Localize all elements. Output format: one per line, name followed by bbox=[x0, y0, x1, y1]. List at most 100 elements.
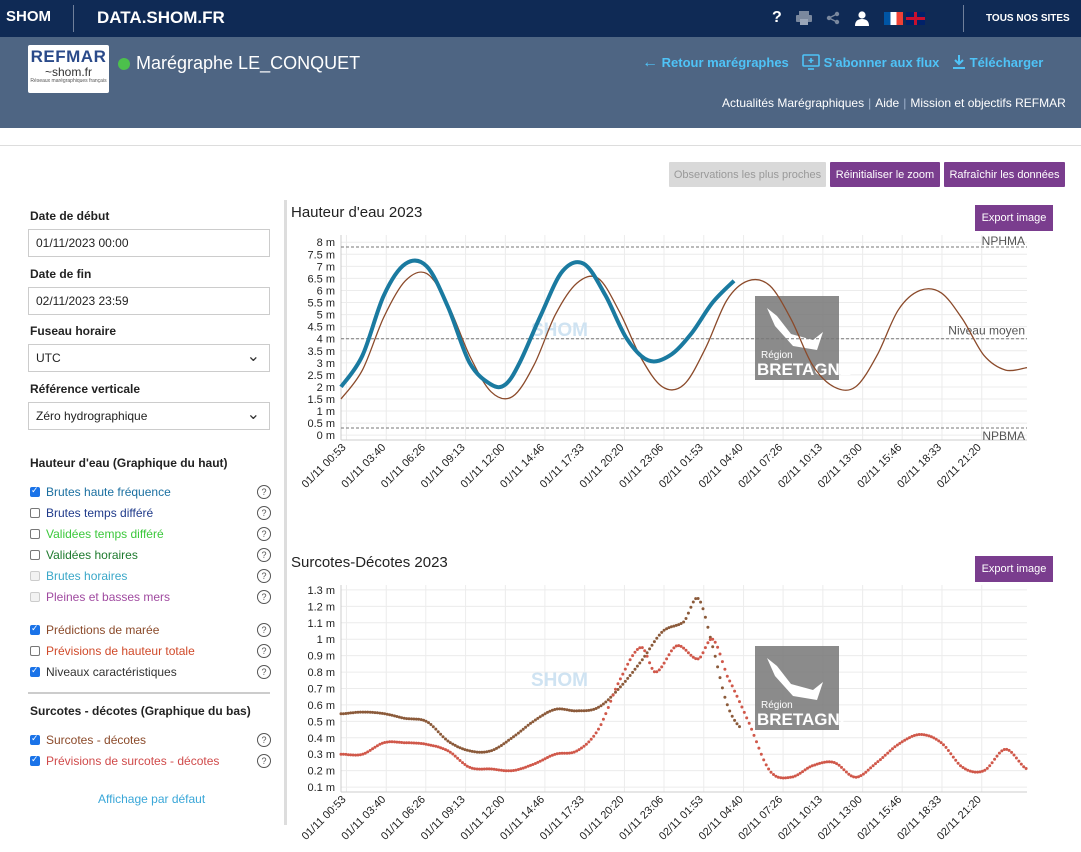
data-point bbox=[618, 677, 622, 681]
data-point bbox=[912, 734, 916, 737]
y-tick-label: 7.5 m bbox=[307, 249, 335, 261]
water-height-chart[interactable]: 0 m0.5 m1 m1.5 m2 m2.5 m3 m3.5 m4 m4.5 m… bbox=[286, 230, 1036, 520]
help-icon[interactable]: ? bbox=[257, 485, 271, 499]
data-point bbox=[776, 775, 780, 779]
data-point bbox=[735, 694, 739, 698]
checkbox[interactable] bbox=[30, 623, 40, 635]
checkbox-row[interactable]: Prédictions de marée bbox=[30, 623, 270, 637]
data-point bbox=[446, 749, 450, 753]
print-icon[interactable] bbox=[795, 11, 812, 25]
data-point bbox=[730, 684, 734, 688]
refresh-data-button[interactable]: Rafraîchir les données bbox=[944, 162, 1065, 187]
shom-logo[interactable]: SHOM bbox=[6, 8, 51, 25]
data-point bbox=[1005, 747, 1009, 751]
data-point bbox=[375, 744, 379, 748]
help-icon[interactable]: ? bbox=[257, 623, 271, 637]
help-icon[interactable]: ? bbox=[772, 9, 782, 26]
checkbox-row[interactable]: Brutes horaires bbox=[30, 569, 270, 583]
data-point bbox=[560, 707, 564, 711]
data-point bbox=[575, 749, 579, 753]
help-icon[interactable]: ? bbox=[257, 665, 271, 679]
checkbox[interactable] bbox=[30, 592, 40, 602]
checkbox-row[interactable]: Pleines et basses mers bbox=[30, 590, 270, 604]
data-point bbox=[558, 707, 562, 711]
shom-watermark: SHOM bbox=[531, 320, 588, 341]
checkbox-row[interactable]: Prévisions de surcotes - décotes bbox=[30, 754, 270, 768]
data-point bbox=[580, 746, 583, 750]
checkbox-row[interactable]: Prévisions de hauteur totale bbox=[30, 644, 270, 658]
data-point bbox=[679, 644, 683, 648]
chart1-export-button[interactable]: Export image bbox=[975, 205, 1053, 231]
subscribe-link[interactable]: S'abonner aux flux bbox=[802, 54, 939, 70]
checkbox[interactable] bbox=[30, 529, 40, 539]
help-icon[interactable]: ? bbox=[257, 548, 271, 562]
default-display-link[interactable]: Affichage par défaut bbox=[98, 792, 206, 806]
user-icon[interactable] bbox=[854, 10, 870, 26]
help-icon[interactable]: ? bbox=[257, 506, 271, 520]
checkbox[interactable] bbox=[30, 508, 40, 518]
help-icon[interactable]: ? bbox=[257, 754, 271, 768]
checkbox-row[interactable]: Surcotes - décotes bbox=[30, 733, 270, 747]
refmar-logo[interactable]: REFMAR ~shom.fr Réseaux marégraphiques f… bbox=[28, 45, 109, 93]
data-point bbox=[871, 764, 875, 768]
y-tick-label: 5.5 m bbox=[307, 298, 335, 310]
data-point bbox=[944, 745, 948, 749]
data-point bbox=[507, 769, 511, 773]
checkbox-row[interactable]: Niveaux caractéristiques bbox=[30, 665, 270, 679]
help-icon[interactable]: ? bbox=[257, 590, 271, 604]
flag-fr-icon[interactable] bbox=[883, 11, 903, 25]
site-title[interactable]: DATA.SHOM.FR bbox=[97, 8, 225, 27]
data-point bbox=[373, 711, 377, 715]
checkbox-row[interactable]: Validées horaires bbox=[30, 548, 270, 562]
checkbox[interactable] bbox=[30, 733, 40, 745]
checkbox-row[interactable]: Validées temps différé bbox=[30, 527, 270, 541]
start-date-input[interactable]: 01/11/2023 00:00 bbox=[28, 229, 270, 257]
help-icon[interactable]: ? bbox=[257, 527, 271, 541]
data-point bbox=[694, 657, 698, 661]
checkbox[interactable] bbox=[30, 485, 40, 497]
checkbox[interactable] bbox=[30, 646, 40, 656]
data-point bbox=[594, 731, 598, 735]
data-point bbox=[903, 738, 907, 742]
flag-uk-icon[interactable] bbox=[905, 11, 925, 25]
data-point bbox=[592, 707, 596, 711]
aide-link[interactable]: Aide bbox=[875, 96, 900, 110]
checkbox[interactable] bbox=[30, 754, 40, 766]
help-icon[interactable]: ? bbox=[257, 733, 271, 747]
reference-line-label: NPBMA bbox=[982, 429, 1025, 443]
mission-link[interactable]: Mission et objectifs REFMAR bbox=[910, 96, 1066, 110]
checkbox-row[interactable]: Brutes haute fréquence bbox=[30, 485, 270, 499]
checkbox[interactable] bbox=[30, 665, 40, 677]
help-icon[interactable]: ? bbox=[257, 569, 271, 583]
download-link[interactable]: Télécharger bbox=[952, 54, 1043, 70]
data-point bbox=[429, 743, 433, 747]
checkbox-label: Prévisions de surcotes - décotes bbox=[46, 754, 220, 768]
chart2-export-button[interactable]: Export image bbox=[975, 556, 1053, 582]
surge-chart[interactable]: 0.1 m 0.2 m 0.3 m 0.4 m 0.5 m 0.6 m 0.7 m 0.8 m… bbox=[286, 580, 1036, 852]
data-point bbox=[623, 667, 627, 671]
data-point bbox=[657, 668, 661, 672]
nearest-observations-button[interactable]: Observations les plus proches bbox=[669, 162, 826, 187]
data-point bbox=[915, 733, 919, 737]
data-point bbox=[745, 716, 749, 720]
data-point bbox=[572, 750, 576, 754]
y-tick-label: 3 m bbox=[317, 358, 335, 370]
checkbox[interactable] bbox=[30, 571, 40, 581]
vertical-ref-select[interactable]: Zéro hydrographique bbox=[28, 402, 270, 430]
reset-zoom-button[interactable]: Réinitialiser le zoom bbox=[830, 162, 940, 187]
timezone-select[interactable]: UTC bbox=[28, 344, 270, 372]
checkbox-row[interactable]: Brutes temps différé bbox=[30, 506, 270, 520]
checkbox[interactable] bbox=[30, 550, 40, 560]
help-icon[interactable]: ? bbox=[257, 644, 271, 658]
data-point bbox=[959, 764, 962, 768]
y-tick-label: 0.2 m bbox=[307, 766, 335, 778]
end-date-input[interactable]: 02/11/2023 23:59 bbox=[28, 287, 270, 315]
data-point bbox=[786, 776, 790, 780]
news-link[interactable]: Actualités Marégraphiques bbox=[722, 96, 865, 110]
data-point bbox=[667, 626, 671, 630]
all-sites-menu[interactable]: TOUS NOS SITES bbox=[986, 13, 1070, 24]
data-point bbox=[618, 685, 622, 689]
data-point bbox=[820, 761, 824, 765]
back-link[interactable]: ← Retour marégraphes bbox=[642, 54, 789, 71]
share-icon[interactable] bbox=[826, 11, 840, 25]
